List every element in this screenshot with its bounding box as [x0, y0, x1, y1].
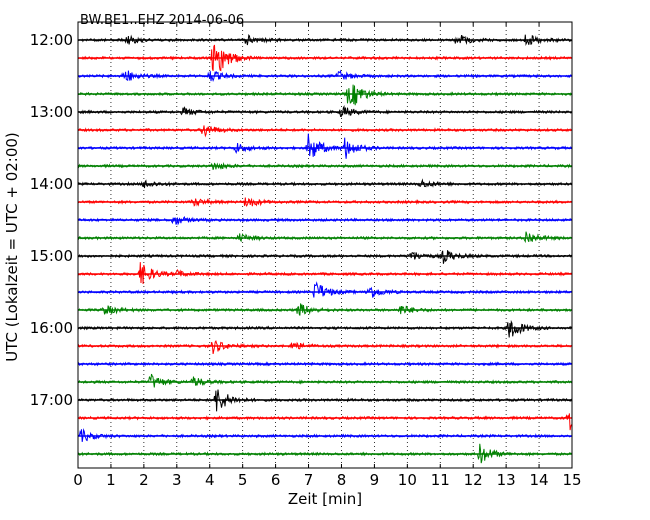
trace-1200 — [77, 33, 572, 47]
y-tick-label: 15:00 — [30, 247, 73, 265]
trace-1700 — [77, 389, 572, 412]
x-tick-label: 13 — [497, 471, 516, 489]
x-tick-label: 0 — [73, 471, 83, 489]
x-tick-label: 10 — [398, 471, 417, 489]
trace-1645 — [77, 373, 572, 388]
trace-1630 — [77, 361, 572, 367]
trace-1530 — [77, 281, 572, 298]
trace-1230 — [77, 69, 572, 83]
trace-1430 — [77, 216, 572, 226]
chart-title: BW.BE1..EHZ 2014-06-06 — [80, 13, 244, 28]
trace-1330 — [77, 133, 572, 159]
trace-1745 — [77, 443, 572, 464]
trace-1300 — [77, 105, 572, 118]
plot-background — [78, 22, 572, 468]
x-tick-label: 1 — [106, 471, 116, 489]
trace-1515 — [77, 262, 572, 285]
plot-frame — [77, 21, 573, 469]
x-tick-label: 8 — [337, 471, 347, 489]
x-axis-label: Zeit [min] — [288, 490, 362, 508]
x-tick-label: 9 — [370, 471, 380, 489]
y-axis-label: UTC (Lokalzeit = UTC + 02:00) — [3, 132, 21, 362]
y-tick-label: 12:00 — [30, 31, 73, 49]
x-tick-label: 12 — [464, 471, 483, 489]
trace-1545 — [77, 303, 572, 316]
x-tick-label: 11 — [431, 471, 450, 489]
x-axis: 0 1 2 3 4 5 6 7 8 9 10 11 12 13 14 15 — [73, 22, 582, 489]
trace-1445 — [77, 231, 572, 244]
trace-1500 — [77, 250, 572, 264]
trace-1245 — [77, 84, 572, 106]
trace-1400 — [77, 178, 572, 189]
trace-1415 — [77, 197, 572, 207]
trace-1615 — [77, 339, 572, 355]
x-tick-label: 6 — [271, 471, 281, 489]
trace-1345 — [77, 161, 572, 170]
y-tick-label: 14:00 — [30, 175, 73, 193]
trace-1715 — [77, 413, 572, 431]
trace-1730 — [77, 428, 572, 442]
y-tick-label: 17:00 — [30, 391, 73, 409]
x-tick-label: 4 — [205, 471, 215, 489]
trace-1215 — [77, 44, 572, 72]
y-tick-label: 13:00 — [30, 103, 73, 121]
x-tick-label: 2 — [139, 471, 149, 489]
y-tick-label: 16:00 — [30, 319, 73, 337]
trace-1315 — [77, 125, 572, 138]
x-tick-label: 3 — [172, 471, 182, 489]
x-tick-label: 5 — [238, 471, 248, 489]
trace-1600 — [77, 319, 572, 338]
x-tick-label: 7 — [304, 471, 314, 489]
y-axis: 12:00 13:00 14:00 15:00 16:00 17:00 — [30, 31, 572, 409]
x-tick-label: 14 — [530, 471, 549, 489]
x-tick-label: 15 — [562, 471, 581, 489]
trace-group — [77, 33, 572, 464]
